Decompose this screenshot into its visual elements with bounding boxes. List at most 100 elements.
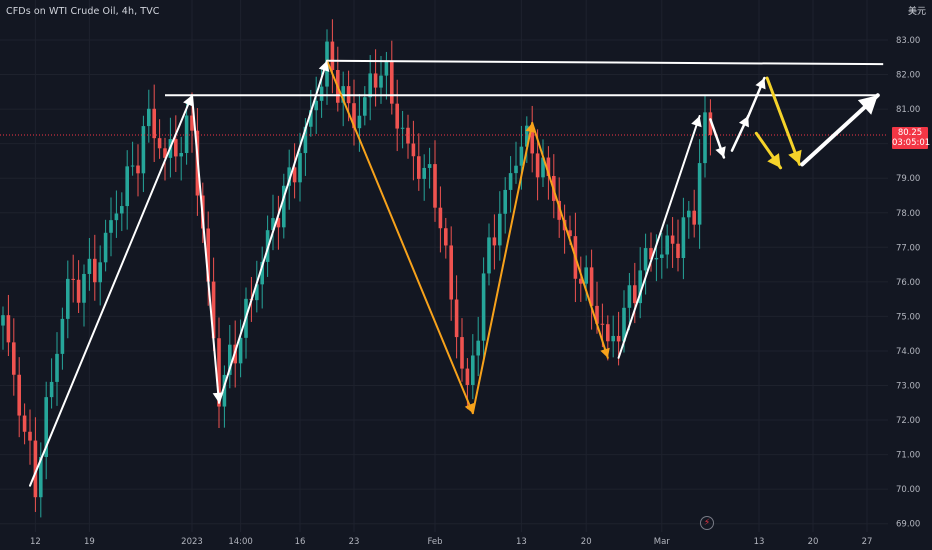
white-projection-arrow-head <box>715 146 726 158</box>
last-price-value: 80.25 <box>897 128 923 138</box>
candle-body <box>400 127 405 129</box>
y-tick-label: 74.00 <box>896 347 920 357</box>
candle-body <box>39 456 43 498</box>
currency-label[interactable]: 美元 <box>907 7 926 17</box>
candle-body <box>687 210 691 218</box>
candle-body <box>141 126 146 174</box>
orange-leg-head <box>600 347 610 358</box>
candle-body <box>276 218 281 228</box>
x-axis: 12 19 2023 14:00 16 23 Feb 13 20 Mar 13 20 27 <box>30 537 872 547</box>
x-tick-label: 23 <box>349 537 360 547</box>
candle-body <box>606 324 610 342</box>
candle-body <box>363 97 367 116</box>
candle-body <box>708 112 713 136</box>
candle-body <box>492 237 497 246</box>
candle-body <box>136 165 140 174</box>
candle-body <box>427 164 432 168</box>
candle-body <box>6 315 11 343</box>
last-price-badge: 80.25 03:05:01 <box>892 127 931 149</box>
candle-body <box>330 41 335 70</box>
lightning-icon[interactable]: ⚡ <box>700 516 714 530</box>
candle-body <box>71 278 75 280</box>
candle-body <box>82 273 86 303</box>
candle-body <box>611 335 615 342</box>
candle-body <box>60 318 65 354</box>
candle-body <box>174 139 178 157</box>
candle-body <box>703 112 707 164</box>
candle-body <box>654 257 659 260</box>
candle-body <box>411 143 416 157</box>
bar-countdown: 03:05:01 <box>892 138 931 148</box>
candle-body <box>120 206 124 214</box>
candle-body <box>487 237 491 274</box>
white-projection-arrow-head <box>755 78 766 90</box>
orange-leg <box>471 121 534 415</box>
candle-body <box>163 148 167 158</box>
candle-body <box>17 374 21 416</box>
candle-body <box>271 218 275 231</box>
candle-body <box>676 243 680 259</box>
candle-body <box>309 110 313 127</box>
x-tick-label: 20 <box>808 537 819 547</box>
candle-body <box>681 217 686 259</box>
candle-body <box>260 261 264 285</box>
candle-body <box>238 337 243 364</box>
white-leg-head <box>183 95 194 107</box>
candle-body <box>76 279 81 303</box>
candle-body <box>228 344 232 375</box>
candle-body <box>368 73 372 98</box>
candle-body <box>147 108 151 127</box>
candle-body <box>471 355 475 385</box>
white-leg <box>617 115 701 359</box>
candle-body <box>438 207 443 229</box>
y-tick-label: 69.00 <box>896 520 920 530</box>
white-leg-head <box>691 116 702 128</box>
y-tick-label: 76.00 <box>896 278 920 288</box>
candle-body <box>222 374 227 407</box>
orange-leg-head <box>464 402 474 414</box>
candle-body <box>525 125 529 147</box>
x-tick-label: 14:00 <box>228 537 253 547</box>
candle-body <box>287 167 291 186</box>
white-leg <box>191 94 220 404</box>
candle-body <box>454 299 459 338</box>
y-tick-label: 79.00 <box>896 174 920 184</box>
candle-body <box>649 248 653 260</box>
candle-body <box>109 220 113 233</box>
candle-body <box>692 210 696 225</box>
candle-body <box>282 185 286 228</box>
candle-body <box>303 126 308 154</box>
white-leg <box>218 59 328 404</box>
candle-body <box>568 230 572 237</box>
candle-body <box>206 228 210 282</box>
candle-body <box>449 245 453 300</box>
candle-body <box>498 213 502 246</box>
annotations <box>0 59 888 487</box>
candle-body <box>130 165 135 167</box>
candle-body <box>28 431 32 441</box>
yellow-projection-arrow-head <box>788 149 802 165</box>
candle-body <box>44 397 48 457</box>
x-tick-label: 2023 <box>181 537 203 547</box>
candle-body <box>1 315 5 326</box>
candle-body <box>503 189 507 214</box>
chart-title: CFDs on WTI Crude Oil, 4h, TVC <box>6 6 160 17</box>
candle-body <box>433 164 437 208</box>
candle-body <box>670 235 675 244</box>
candle-body <box>152 108 156 139</box>
x-tick-label: 27 <box>862 537 873 547</box>
y-tick-label: 77.00 <box>896 243 920 253</box>
y-tick-label: 72.00 <box>896 416 920 426</box>
white-projection-arrow-head <box>857 95 878 115</box>
candle-body <box>33 440 38 498</box>
y-tick-label: 70.00 <box>896 485 920 495</box>
candle-body <box>508 173 513 190</box>
candle-body <box>98 262 102 283</box>
candle-body <box>125 166 129 207</box>
candle-body <box>665 235 669 255</box>
candle-body <box>541 157 545 178</box>
y-tick-label: 73.00 <box>896 382 920 392</box>
candle-body <box>179 153 183 157</box>
